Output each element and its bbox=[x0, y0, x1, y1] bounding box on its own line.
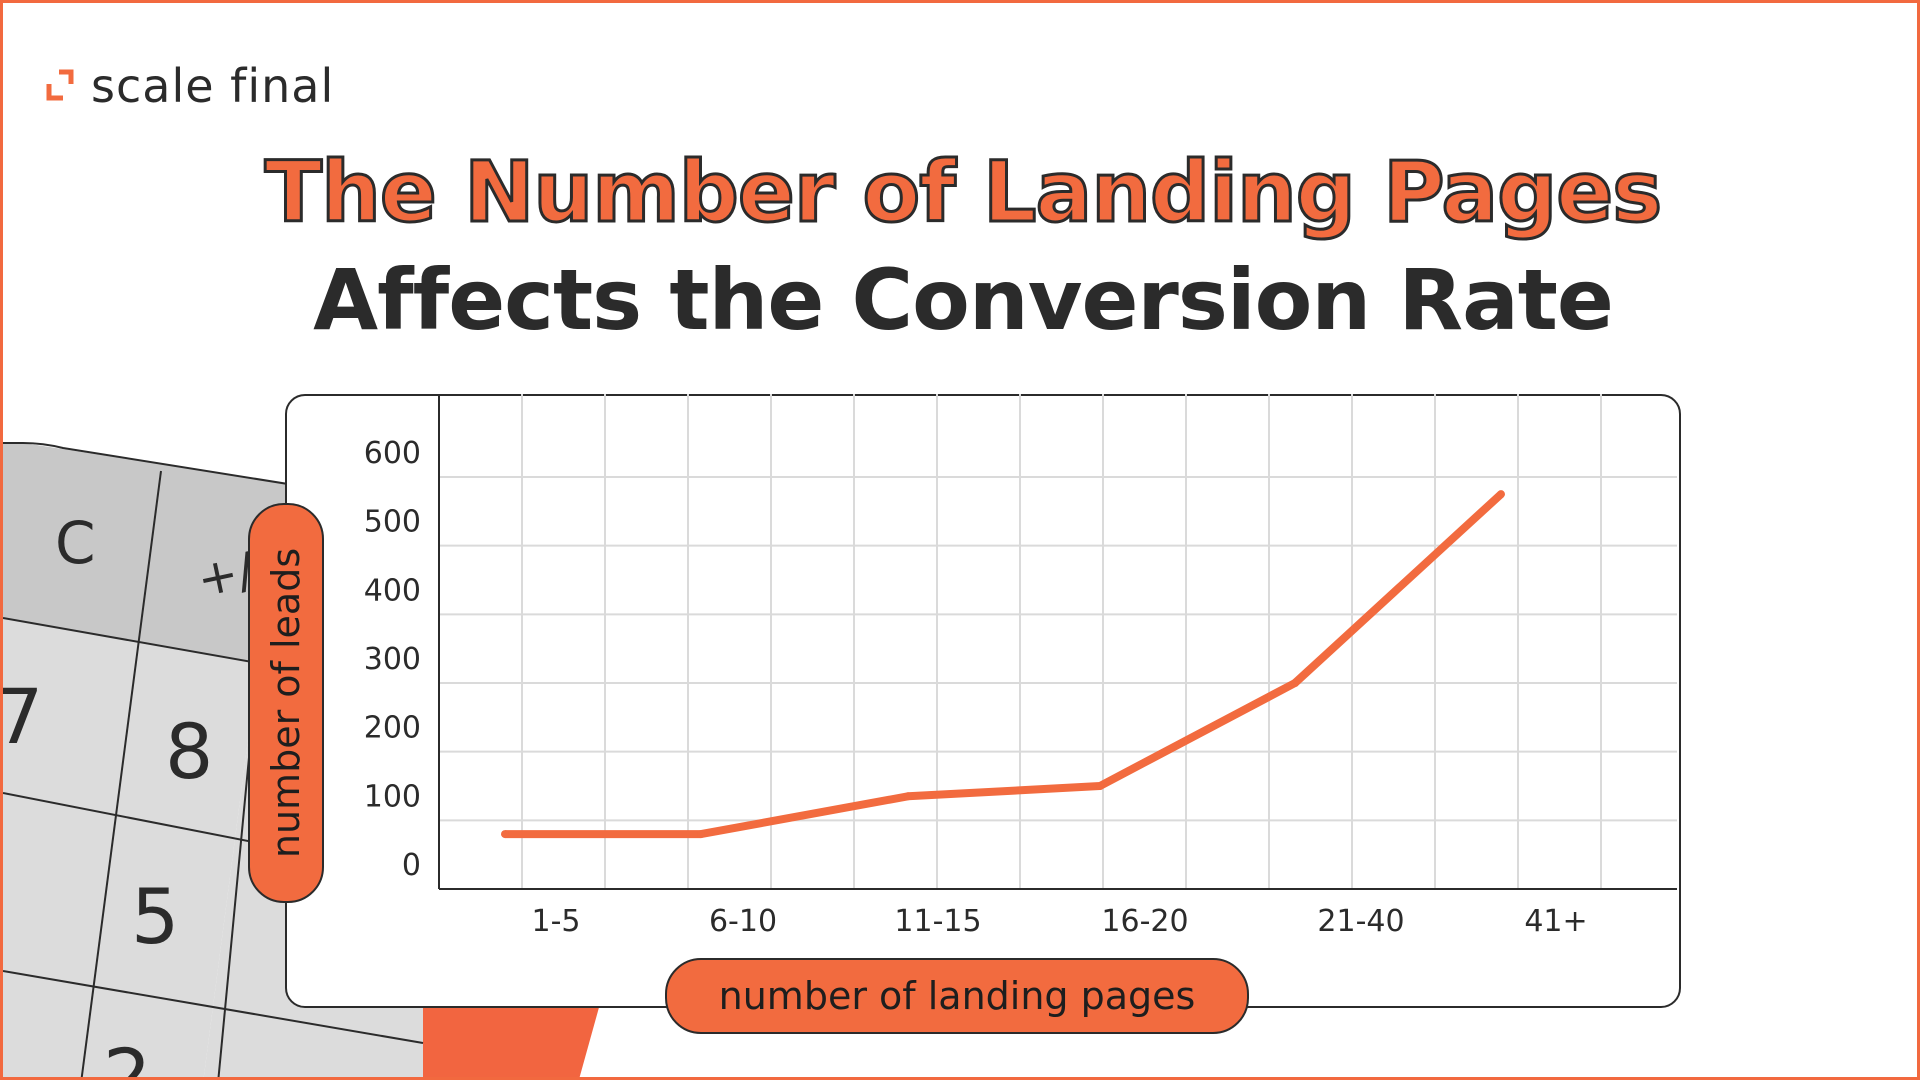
x-tick-label: 11-15 bbox=[894, 904, 981, 939]
y-tick-label: 500 bbox=[364, 505, 421, 540]
x-tick-label: 41+ bbox=[1524, 904, 1587, 939]
data-point bbox=[501, 830, 509, 839]
x-tick-label: 6-10 bbox=[709, 904, 777, 939]
y-tick-label: 400 bbox=[364, 573, 421, 608]
data-point bbox=[1096, 782, 1104, 790]
data-point bbox=[1497, 490, 1505, 499]
line-chart: 0 100 200 300 400 500 600 1-5 6-10 11-15 16-20 21-4… bbox=[364, 394, 1677, 939]
grid bbox=[439, 394, 1677, 889]
y-tick-label: 200 bbox=[364, 711, 421, 746]
y-axis-label-pill: number of leads bbox=[248, 503, 324, 903]
y-tick-label: 600 bbox=[364, 436, 421, 471]
logo-mark-icon bbox=[46, 69, 74, 101]
title-line-1: The Number of Landing Pages bbox=[263, 142, 1663, 243]
chart-card bbox=[285, 394, 1681, 1008]
brand-logo: scale final bbox=[45, 59, 334, 113]
x-tick-label: 21-40 bbox=[1317, 904, 1404, 939]
data-point bbox=[697, 830, 705, 839]
y-tick-label: 100 bbox=[364, 779, 421, 814]
x-tick-label: 1-5 bbox=[532, 904, 581, 939]
y-tick-label: 0 bbox=[402, 848, 421, 883]
data-point bbox=[1291, 679, 1299, 687]
y-tick-label: 300 bbox=[364, 642, 421, 677]
x-axis-label: number of landing pages bbox=[718, 974, 1196, 1018]
brand-name: scale final bbox=[91, 59, 335, 113]
x-tick-label: 16-20 bbox=[1101, 904, 1188, 939]
y-axis-label: number of leads bbox=[264, 547, 309, 859]
x-axis-label-pill: number of landing pages bbox=[665, 958, 1249, 1034]
title-line-2: Affects the Conversion Rate bbox=[313, 251, 1614, 349]
data-point bbox=[904, 792, 912, 801]
series-line bbox=[505, 491, 1504, 839]
